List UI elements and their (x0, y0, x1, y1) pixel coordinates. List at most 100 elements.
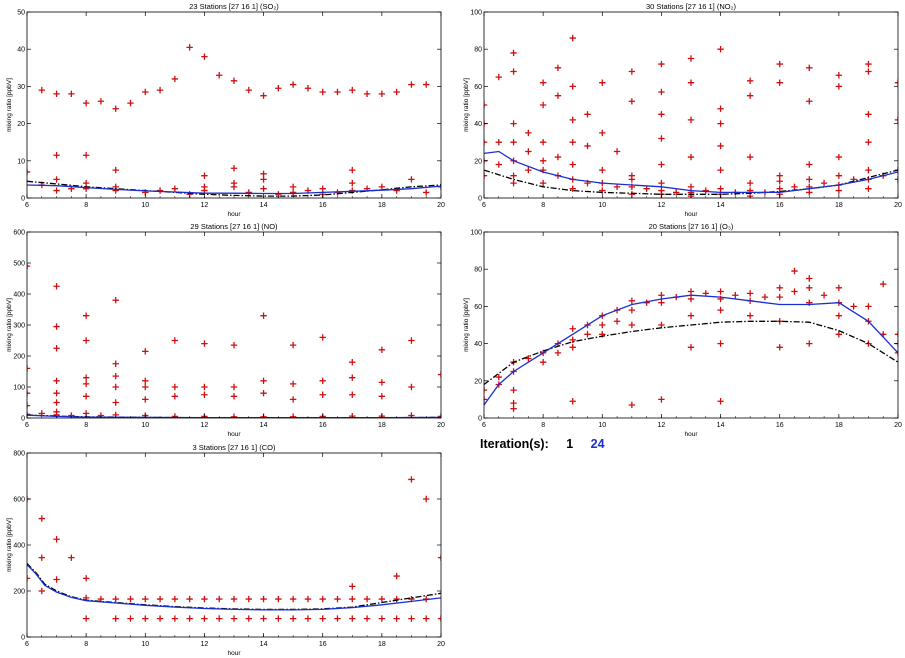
data-point (776, 185, 783, 192)
panel-title: 23 Stations [27 16 1] (SO₂) (189, 2, 279, 11)
x-tick-label: 10 (598, 422, 606, 429)
data-point (894, 349, 898, 357)
x-tick-label: 12 (201, 641, 209, 648)
data-point (378, 90, 386, 98)
observed-points (27, 262, 441, 418)
data-point (201, 340, 208, 347)
panel-title: 30 Stations [27 16 1] (NO₂) (646, 2, 737, 11)
y-tick-label: 400 (13, 543, 25, 550)
data-point (894, 116, 898, 124)
x-tick-label: 6 (25, 422, 29, 429)
data-point (717, 46, 724, 53)
data-point (82, 99, 90, 107)
data-point (349, 179, 356, 187)
data-point (658, 88, 665, 96)
data-point (260, 390, 267, 397)
data-point (349, 359, 356, 366)
data-point (423, 189, 430, 196)
data-point (319, 185, 326, 192)
data-point (437, 413, 441, 418)
y-tick-label: 600 (13, 230, 25, 237)
panel-title: 29 Stations [27 16 1] (NO) (190, 222, 278, 231)
data-point (27, 365, 31, 372)
data-point (53, 345, 60, 352)
series-iteration-1 (27, 562, 441, 611)
data-point (820, 179, 828, 187)
data-point (171, 595, 179, 603)
data-point (423, 81, 430, 88)
y-tick-label: 0 (478, 196, 482, 203)
data-point (289, 595, 297, 603)
y-tick-label: 40 (474, 341, 482, 348)
data-point (806, 98, 813, 105)
data-point (835, 72, 843, 79)
x-tick-label: 8 (84, 422, 88, 429)
data-point (53, 390, 60, 397)
y-tick-label: 200 (13, 589, 25, 596)
data-point (82, 393, 90, 400)
data-point (68, 554, 75, 561)
x-tick-label: 6 (482, 422, 486, 429)
data-point (584, 111, 591, 118)
data-point (245, 595, 252, 603)
x-tick-label: 14 (260, 422, 268, 429)
y-tick-label: 0 (478, 416, 482, 423)
data-point (423, 615, 430, 622)
data-point (97, 595, 105, 603)
data-point (880, 280, 887, 288)
y-tick-label: 80 (474, 47, 482, 54)
y-tick-label: 300 (13, 323, 25, 330)
data-point (245, 189, 252, 196)
data-point (378, 393, 386, 400)
data-point (510, 179, 517, 187)
data-point (156, 187, 164, 194)
x-tick-label: 8 (541, 202, 545, 209)
data-point (171, 185, 179, 192)
data-point (628, 297, 636, 305)
data-point (186, 595, 193, 603)
data-point (289, 189, 297, 196)
x-axis-label: hour (684, 431, 698, 438)
y-tick-label: 20 (474, 378, 482, 385)
data-point (142, 595, 149, 603)
y-tick-label: 600 (13, 497, 25, 504)
data-point (82, 337, 90, 344)
panel-1: 23 Stations [27 16 1] (SO₂) 6 8 10 12 14 16 18 2… (6, 2, 445, 218)
data-point (156, 615, 164, 622)
x-tick-label: 20 (894, 202, 902, 209)
data-point (260, 377, 267, 384)
data-point (378, 379, 386, 386)
y-axis-label: mixing ratio [ppbV] (463, 78, 470, 132)
data-point (349, 595, 356, 603)
x-tick-label: 18 (378, 641, 386, 648)
data-point (216, 615, 223, 622)
x-tick-label: 20 (437, 422, 445, 429)
data-point (865, 111, 872, 118)
y-tick-label: 0 (21, 635, 25, 642)
data-point (53, 152, 60, 159)
data-point (525, 166, 532, 174)
data-point (746, 312, 754, 319)
x-tick-label: 20 (894, 422, 902, 429)
data-point (289, 183, 297, 191)
y-tick-label: 200 (13, 354, 25, 361)
x-tick-label: 18 (378, 202, 386, 209)
data-point (112, 360, 119, 367)
data-point (539, 179, 547, 187)
data-point (539, 79, 547, 86)
data-point (171, 615, 179, 622)
data-point (408, 615, 415, 622)
data-point (363, 615, 371, 622)
x-tick-label: 10 (141, 641, 149, 648)
data-point (378, 615, 386, 622)
data-point (865, 303, 872, 310)
data-point (319, 595, 326, 603)
y-tick-label: 60 (474, 84, 482, 91)
iteration-legend-label: Iteration(s): (480, 437, 549, 451)
panel-title: 3 Stations [27 16 1] (CO) (193, 443, 276, 452)
data-point (201, 172, 208, 179)
data-point (613, 148, 621, 155)
data-point (112, 383, 119, 391)
x-tick-label: 12 (201, 202, 209, 209)
data-point (127, 99, 134, 107)
